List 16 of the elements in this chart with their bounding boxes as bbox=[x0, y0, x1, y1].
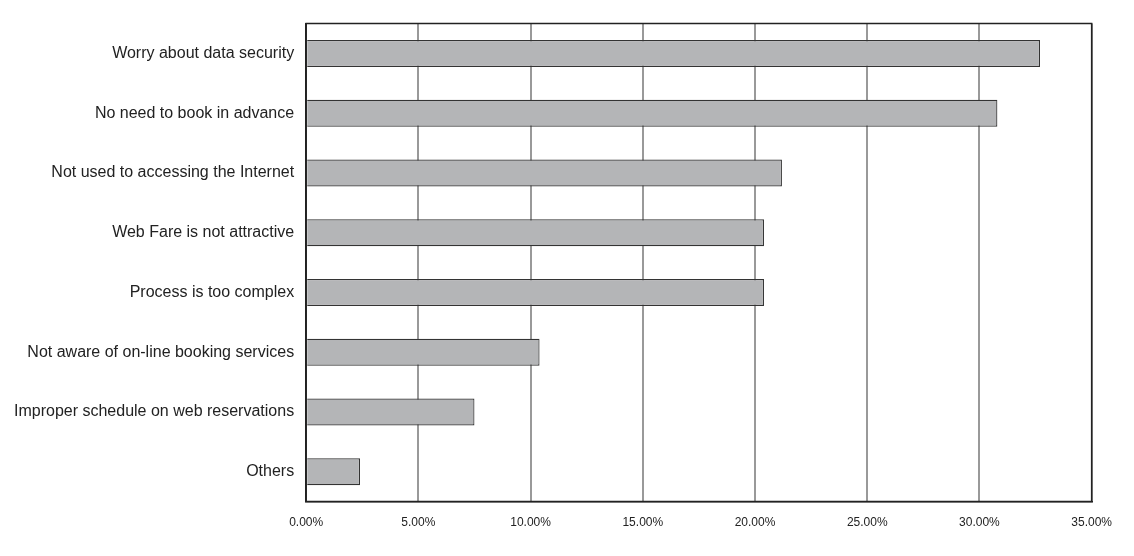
x-tick-label: 20.00% bbox=[734, 515, 776, 530]
x-tick-label: 10.00% bbox=[510, 515, 552, 530]
y-tick-label: Not aware of on-line booking services bbox=[27, 342, 295, 360]
y-tick-label: Not used to accessing the Internet bbox=[51, 163, 295, 181]
y-tick-label: Others bbox=[246, 462, 295, 480]
y-tick-label: Worry about data security bbox=[112, 43, 295, 61]
x-tick-label: 30.00% bbox=[959, 515, 1001, 530]
x-tick-label: 25.00% bbox=[846, 515, 888, 530]
y-tick-label: Improper schedule on web reservations bbox=[13, 402, 295, 420]
y-tick-label: Web Fare is not attractive bbox=[112, 223, 295, 241]
x-tick-label: 0.00% bbox=[289, 515, 324, 530]
y-tick-label: Process is too complex bbox=[129, 282, 295, 300]
x-tick-label: 35.00% bbox=[1071, 515, 1113, 530]
x-tick-label: 15.00% bbox=[622, 515, 664, 530]
y-tick-label: No need to book in advance bbox=[94, 103, 295, 121]
x-tick-label: 5.00% bbox=[401, 515, 436, 530]
